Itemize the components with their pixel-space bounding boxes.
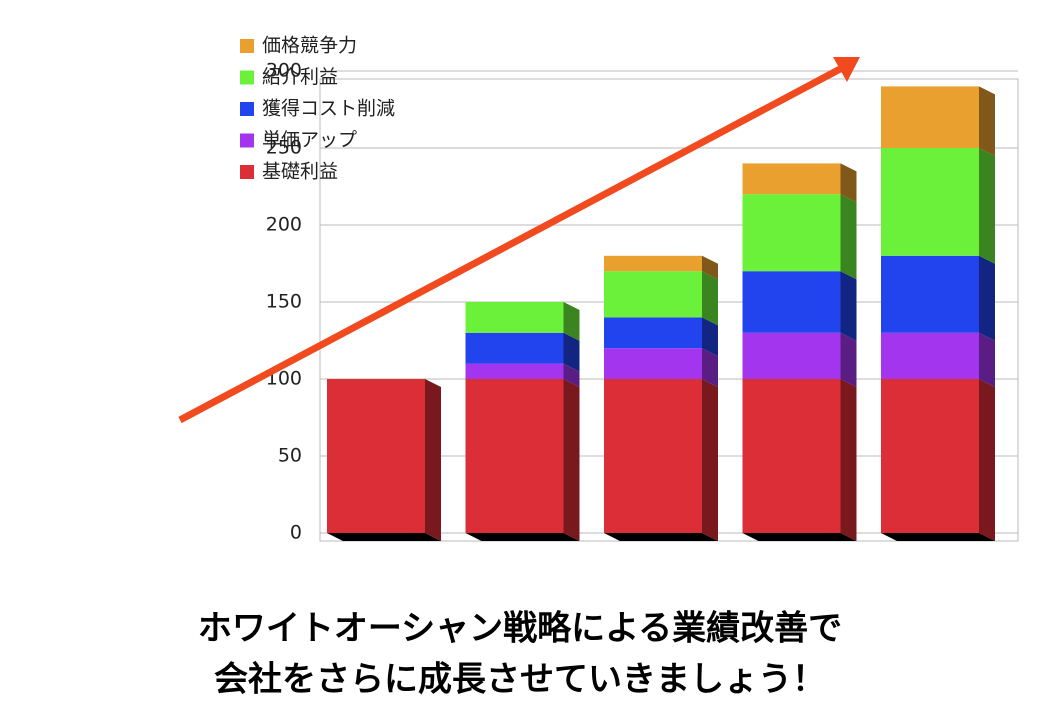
bar-floor — [465, 533, 580, 541]
bar-side — [563, 332, 580, 372]
y-tick-label: 200 — [266, 214, 302, 236]
y-tick-label: 250 — [266, 137, 302, 159]
bar-floor — [327, 533, 441, 541]
caption-line: 会社をさらに成長させていきましょう！ — [214, 660, 826, 700]
bar-segment — [604, 271, 702, 318]
legend-swatch — [240, 133, 254, 148]
bar-side — [979, 255, 995, 341]
legend-swatch — [240, 165, 254, 179]
legend-label: 紹介利益 — [262, 66, 338, 88]
bar-segment — [604, 255, 702, 272]
bar-segment — [742, 379, 841, 533]
legend-label: 獲得コスト削減 — [262, 98, 395, 120]
bar-side — [979, 379, 995, 541]
bar-segment — [465, 332, 564, 364]
bar-side — [702, 255, 718, 280]
y-tick-label: 0 — [290, 522, 302, 544]
bar-segment — [742, 271, 841, 333]
bar-side — [702, 348, 718, 387]
legend-label: 価格競争力 — [262, 35, 357, 57]
bar-segment — [327, 379, 425, 533]
bar-segment — [465, 302, 564, 333]
bar-side — [979, 86, 995, 156]
bar-side — [702, 271, 718, 326]
bar-segment — [604, 379, 702, 533]
legend-label: 単価アップ — [262, 129, 357, 151]
bar-segment — [742, 332, 841, 379]
bar-segment — [742, 163, 841, 195]
bar-side — [979, 332, 995, 387]
bar-side — [840, 271, 857, 341]
bar-floor — [881, 533, 995, 541]
bar-segment — [881, 86, 979, 148]
bar-side — [702, 379, 718, 541]
bar-side — [979, 148, 995, 264]
bar-segment — [604, 317, 702, 349]
bar-side — [563, 302, 580, 341]
bar-segment — [604, 348, 702, 379]
bar-side — [563, 363, 580, 387]
y-tick-label: 300 — [266, 60, 302, 82]
bar-side — [563, 379, 580, 541]
bar-segment — [881, 332, 979, 379]
bar-floor — [742, 533, 857, 541]
bar-floor — [604, 533, 718, 541]
legend-swatch — [240, 39, 254, 53]
bar-segment — [465, 379, 564, 533]
arrow-head — [833, 57, 860, 82]
bar-side — [702, 317, 718, 357]
y-tick-label: 50 — [278, 445, 302, 467]
bar-segment — [465, 363, 564, 379]
caption-line: ホワイトオーシャン戦略による業績改善で — [198, 609, 842, 649]
legend-label: 基礎利益 — [262, 161, 338, 183]
bar-side — [840, 194, 857, 280]
bar-segment — [742, 194, 841, 272]
bar-side — [425, 379, 441, 541]
bar-side — [840, 163, 857, 203]
y-tick-label: 150 — [266, 291, 302, 313]
bar-segment — [881, 148, 979, 256]
bar-segment — [881, 379, 979, 533]
growth-arrow — [178, 64, 844, 424]
bar-segment — [881, 255, 979, 333]
legend-swatch — [240, 70, 254, 85]
legend-swatch — [240, 102, 254, 116]
bar-side — [840, 379, 857, 541]
bar-side — [840, 332, 857, 387]
